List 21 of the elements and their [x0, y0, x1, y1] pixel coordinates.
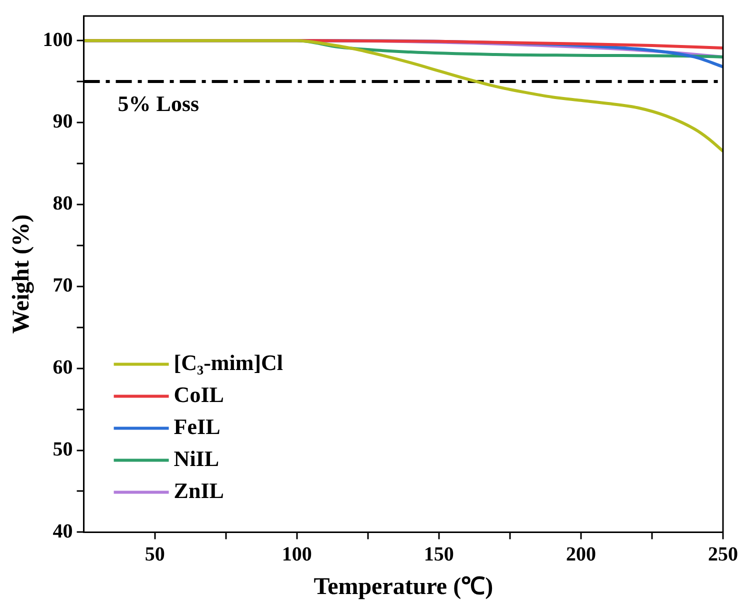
legend-label: FeIL	[174, 414, 220, 439]
legend-label: CoIL	[174, 382, 224, 407]
x-tick-label: 250	[708, 543, 738, 566]
x-tick-label: 100	[282, 543, 312, 566]
y-tick-label: 70	[52, 274, 73, 297]
y-tick-label: 50	[52, 438, 73, 460]
y-tick-label: 100	[42, 28, 73, 51]
x-tick-label: 150	[424, 543, 454, 566]
y-tick-label: 90	[52, 110, 73, 133]
x-tick-label: 50	[144, 543, 165, 566]
x-tick-label: 200	[566, 543, 596, 566]
y-tick-label: 40	[52, 520, 73, 542]
y-tick-label: 60	[52, 356, 73, 378]
x-axis-title: Temperature (℃)	[314, 574, 494, 600]
legend-label: ZnIL	[174, 478, 224, 503]
ref-line-label: 5% Loss	[118, 91, 200, 116]
line-series	[84, 39, 723, 153]
legend-label: [C₃-mim]Cl	[174, 350, 284, 375]
legend-label: NiIL	[174, 446, 220, 471]
y-axis-title: Weight (%)	[8, 214, 35, 334]
y-tick-label: 80	[52, 192, 73, 215]
